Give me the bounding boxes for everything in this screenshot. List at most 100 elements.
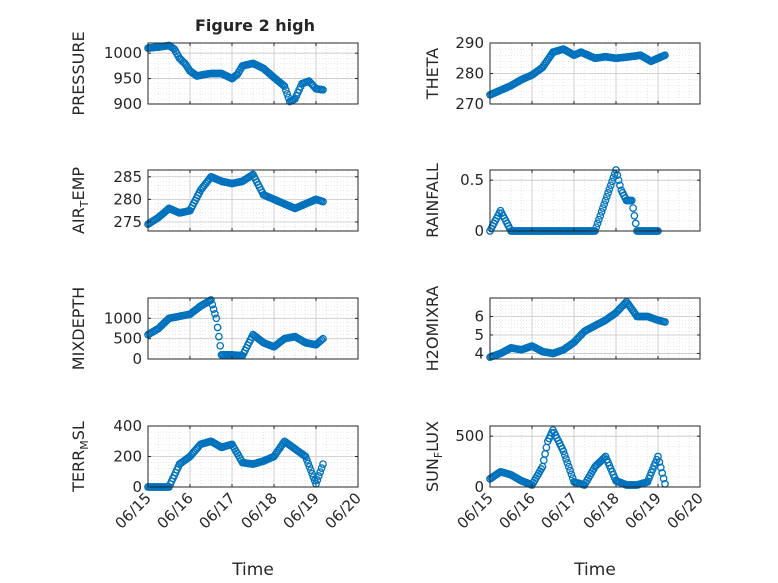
axes-box <box>147 297 359 360</box>
data-point <box>563 459 572 467</box>
data-point <box>302 456 311 464</box>
axes-box <box>489 425 701 488</box>
data-point <box>600 200 609 209</box>
data-point <box>631 219 640 228</box>
data-point <box>604 189 612 197</box>
data-point <box>593 219 602 228</box>
data-point <box>606 181 615 190</box>
y-tick-label: 0 <box>132 478 142 496</box>
y-tick-label: 400 <box>113 417 142 435</box>
data-point <box>281 86 290 94</box>
subplot-theta: 270 280 290 THETA <box>423 34 701 113</box>
y-tick-label: 280 <box>113 190 142 208</box>
y-tick-label: 500 <box>455 427 484 445</box>
data-point <box>560 451 569 460</box>
y-axis-label: PRESSURE <box>69 31 88 115</box>
data-point <box>567 470 576 479</box>
y-axis-label: SUNFLUX <box>423 421 445 492</box>
axis-ticks <box>489 170 701 232</box>
subplot-h2omixra: 456 H2OMIXRA <box>423 286 701 372</box>
data-point <box>301 452 310 461</box>
data-point <box>562 455 570 463</box>
data-point <box>627 196 636 205</box>
data-point <box>319 460 327 468</box>
data-point <box>629 204 637 212</box>
y-tick-label: 200 <box>113 448 142 466</box>
y-tick-label: 950 <box>113 70 142 88</box>
data-point <box>317 336 326 344</box>
data-point <box>306 466 315 475</box>
y-tick-label: 5 <box>474 326 484 344</box>
data-point <box>314 472 323 480</box>
y-tick-label: 1000 <box>104 44 142 62</box>
y-tick-label: 270 <box>455 95 484 113</box>
data-point <box>605 185 614 193</box>
y-tick-label: 500 <box>113 330 142 348</box>
data-point <box>211 309 219 318</box>
y-axis-label: AIRTEMP <box>69 167 91 234</box>
y-axis-label: RAINFALL <box>423 163 442 238</box>
data-point <box>595 215 603 224</box>
data-point <box>280 82 289 91</box>
axes-box <box>489 169 701 232</box>
data-markers <box>486 45 669 99</box>
y-tick-label: 900 <box>113 95 142 113</box>
y-tick-label: 0.5 <box>460 171 484 189</box>
data-point <box>304 459 312 468</box>
data-point <box>597 208 606 216</box>
data-markers <box>486 426 669 489</box>
y-tick-label: 285 <box>113 168 142 186</box>
data-point <box>659 474 668 483</box>
data-point <box>319 85 327 94</box>
axis-ticks <box>147 170 359 231</box>
axis-ticks <box>147 425 359 488</box>
x-axis-label: Time <box>573 560 616 580</box>
data-markers <box>144 437 327 491</box>
data-point <box>661 51 669 60</box>
data-point <box>317 464 326 472</box>
data-point <box>209 305 218 314</box>
data-point <box>207 296 215 304</box>
axes-box <box>147 42 359 105</box>
minor-grid <box>147 297 359 360</box>
axis-ticks <box>147 43 359 105</box>
subplot-grid: 900 950 1000 PRESSURE Figure 2 high 270 280 290… <box>69 16 707 580</box>
data-point <box>316 468 325 476</box>
data-point <box>613 171 622 179</box>
y-tick-label: 275 <box>113 213 142 231</box>
subplot-terr_msl: 020040006/1506/1606/1706/1806/1906/20TER… <box>69 417 365 580</box>
axis-ticks <box>489 42 701 105</box>
data-point <box>213 323 222 332</box>
axes-box <box>147 169 359 232</box>
data-point <box>212 314 221 323</box>
data-point <box>566 466 574 475</box>
chart-title: Figure 2 high <box>195 16 315 35</box>
data-point <box>313 476 322 484</box>
data-point <box>319 197 327 206</box>
data-point <box>319 334 327 343</box>
data-point <box>564 462 573 471</box>
data-point <box>216 341 225 350</box>
axes-box <box>489 297 701 360</box>
y-tick-label: 0 <box>474 478 484 496</box>
axis-ticks <box>147 298 359 360</box>
data-point <box>208 300 217 309</box>
y-tick-label: 280 <box>455 65 484 83</box>
y-tick-label: 290 <box>455 34 484 52</box>
data-point <box>599 204 607 212</box>
subplot-mixdepth: 0 500 1000 MIXDEPTH <box>69 287 359 370</box>
data-point <box>215 332 223 341</box>
y-axis-label: THETA <box>423 48 442 100</box>
subplot-rainfall: 0 0.5 RAINFALL <box>423 163 701 240</box>
data-point <box>596 211 605 220</box>
y-axis-label: TERRMSL <box>69 421 91 493</box>
subplot-pressure: 900 950 1000 PRESSURE Figure 2 high <box>69 16 359 116</box>
data-point <box>559 447 568 456</box>
data-point <box>614 176 623 185</box>
data-markers <box>144 41 327 106</box>
data-markers <box>144 296 327 360</box>
y-tick-label: 1000 <box>104 309 142 327</box>
data-point <box>630 211 639 220</box>
y-axis-label: H2OMIXRA <box>423 286 442 372</box>
